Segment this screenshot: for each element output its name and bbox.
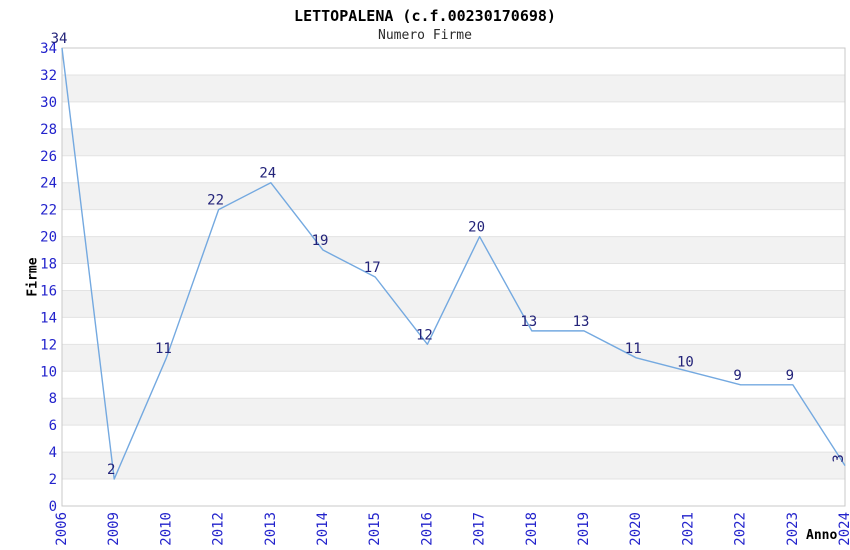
data-label: 22 — [207, 193, 224, 209]
x-tick-label: 2014 — [315, 512, 331, 546]
y-tick-label: 18 — [40, 257, 57, 273]
y-tick-label: 24 — [40, 176, 57, 192]
y-tick-label: 2 — [49, 472, 57, 488]
plot-border — [61, 47, 846, 507]
y-tick-label: 0 — [49, 499, 57, 515]
x-tick-label: 2018 — [524, 512, 540, 546]
data-label: 20 — [468, 220, 485, 236]
data-label: 10 — [677, 354, 694, 370]
y-tick-label: 4 — [49, 445, 57, 461]
y-tick-label: 20 — [40, 230, 57, 246]
x-tick-label: 2015 — [367, 512, 383, 546]
data-label: 2 — [107, 462, 115, 478]
data-label: 34 — [51, 31, 68, 47]
data-label: 19 — [312, 233, 329, 249]
grid-band — [62, 290, 845, 318]
data-label: 9 — [733, 368, 741, 384]
grid-band — [62, 452, 845, 480]
x-tick-label: 2016 — [419, 512, 435, 546]
y-tick-label: 22 — [40, 203, 57, 219]
chart-title: LETTOPALENA (c.f.00230170698) — [294, 7, 556, 25]
y-tick-label: 16 — [40, 283, 57, 299]
x-tick-label: 2023 — [785, 512, 801, 546]
x-tick-label: 2021 — [680, 512, 696, 546]
grid-band — [62, 236, 845, 264]
x-tick-label: 2010 — [158, 512, 174, 546]
y-tick-label: 26 — [40, 149, 57, 165]
chart-subtitle: Numero Firme — [378, 28, 472, 43]
data-label: 13 — [573, 314, 590, 330]
x-axis-title: Anno — [806, 528, 838, 543]
x-tick-label: 2020 — [628, 512, 644, 546]
grid-band — [62, 128, 845, 156]
y-tick-label: 8 — [49, 391, 57, 407]
grid-band — [62, 182, 845, 210]
data-label: 9 — [786, 368, 794, 384]
data-label: 11 — [625, 341, 642, 357]
data-label: 3 — [831, 454, 847, 462]
x-tick-label: 2009 — [106, 512, 122, 546]
y-tick-label: 10 — [40, 364, 57, 380]
data-line — [61, 47, 846, 480]
grid-band — [62, 344, 845, 372]
y-tick-label: 12 — [40, 337, 57, 353]
x-tick-label: 2024 — [837, 512, 850, 546]
data-label: 13 — [520, 314, 537, 330]
data-label: 17 — [364, 260, 381, 276]
x-tick-label: 2012 — [211, 512, 227, 546]
x-tick-label: 2022 — [733, 512, 749, 546]
y-tick-label: 14 — [40, 310, 57, 326]
grid-band — [62, 398, 845, 426]
data-label: 11 — [155, 341, 172, 357]
grid-band — [62, 74, 845, 102]
data-label: 24 — [259, 166, 276, 182]
x-tick-label: 2017 — [472, 512, 488, 546]
x-tick-label: 2006 — [54, 512, 70, 546]
y-tick-label: 30 — [40, 95, 57, 111]
y-tick-label: 28 — [40, 122, 57, 138]
y-tick-label: 34 — [40, 41, 57, 57]
y-tick-label: 32 — [40, 68, 57, 84]
x-tick-label: 2019 — [576, 512, 592, 546]
x-tick-label: 2013 — [263, 512, 279, 546]
y-tick-label: 6 — [49, 418, 57, 434]
data-label: 12 — [416, 327, 433, 343]
